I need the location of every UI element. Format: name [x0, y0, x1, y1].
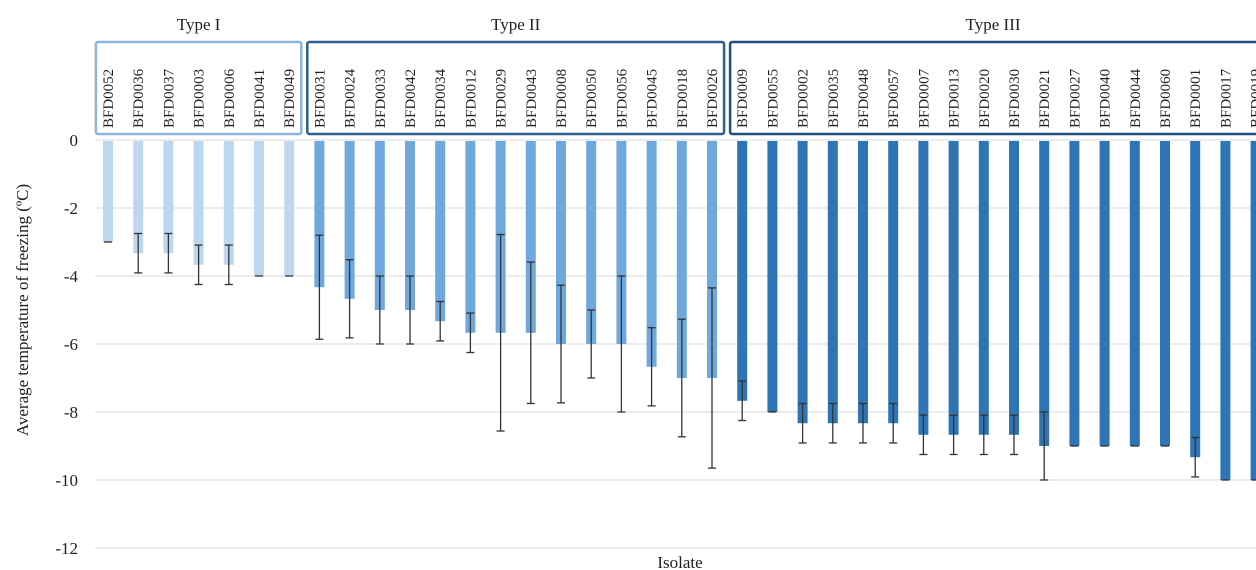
isolate-label: BFD0040	[1098, 69, 1114, 128]
isolate-label: BFD0055	[765, 69, 781, 128]
bar-bfd0007	[918, 141, 929, 435]
gridlines	[95, 139, 1256, 549]
error-bars	[104, 232, 1256, 481]
isolate-label: BFD0056	[614, 68, 630, 128]
bar-bfd0021	[1039, 141, 1050, 446]
bar-bfd0056	[616, 141, 627, 344]
isolate-label: BFD0009	[735, 69, 751, 128]
bar-bfd0048	[858, 141, 868, 424]
bar-bfd0052	[103, 141, 113, 242]
isolate-label: BFD0024	[343, 68, 359, 128]
bars	[103, 141, 1256, 480]
isolate-label: BFD0020	[977, 69, 993, 128]
bar-bfd0043	[525, 141, 536, 333]
isolate-label: BFD0060	[1158, 69, 1174, 128]
y-tick-label: -10	[55, 471, 78, 490]
isolate-label: BFD0057	[886, 68, 902, 128]
y-tick-label: -8	[64, 403, 78, 422]
bar-bfd0050	[586, 141, 597, 344]
bar-bfd0019	[1250, 141, 1256, 480]
isolate-label: BFD0033	[373, 69, 389, 128]
isolate-label: BFD0001	[1188, 69, 1204, 128]
bar-bfd0026	[707, 141, 717, 378]
bar-bfd0001	[1190, 141, 1201, 458]
bar-bfd0055	[767, 141, 778, 412]
y-axis-ticks: 0 -2 -4 -6 -8 -10 -12	[55, 131, 78, 558]
isolate-label: BFD0044	[1128, 68, 1144, 128]
bar-bfd0037	[163, 141, 174, 254]
y-axis-title: Average temperature of freezing (ºC)	[13, 184, 32, 436]
group-title: Type I	[177, 15, 221, 34]
isolate-label: BFD0042	[403, 69, 419, 128]
bar-bfd0044	[1129, 141, 1140, 446]
bar-bfd0031	[314, 141, 325, 288]
bar-bfd0060	[1160, 141, 1170, 446]
isolate-label: BFD0007	[916, 68, 932, 128]
isolate-label: BFD0019	[1249, 69, 1256, 128]
bar-bfd0006	[223, 141, 234, 265]
isolate-label: BFD0031	[312, 69, 328, 128]
isolate-label: BFD0041	[252, 69, 268, 128]
bar-bfd0035	[827, 141, 838, 424]
bar-bfd0057	[888, 141, 899, 424]
isolate-label: BFD0026	[705, 68, 721, 128]
y-tick-label: -4	[64, 267, 79, 286]
group-title: Type III	[966, 15, 1021, 34]
isolate-label: BFD0052	[101, 69, 117, 128]
bar-bfd0003	[193, 141, 204, 265]
isolate-label: BFD0043	[524, 69, 540, 128]
isolate-label: BFD0050	[584, 69, 600, 128]
bar-bfd0040	[1099, 141, 1110, 446]
x-axis-title: Isolate	[657, 553, 702, 570]
bar-bfd0012	[465, 141, 476, 333]
bar-bfd0008	[556, 141, 566, 344]
bar-bfd0036	[133, 141, 144, 254]
isolate-label: BFD0037	[161, 68, 177, 128]
bar-bfd0034	[435, 141, 446, 322]
isolate-label: BFD0018	[675, 69, 691, 128]
isolate-label: BFD0006	[222, 68, 238, 128]
isolate-label: BFD0049	[282, 69, 298, 128]
isolate-label: BFD0008	[554, 69, 570, 128]
y-tick-label: -2	[64, 199, 78, 218]
group-box	[306, 40, 726, 136]
bar-bfd0017	[1220, 141, 1231, 480]
isolate-label: BFD0021	[1037, 69, 1053, 128]
isolate-label: BFD0034	[433, 68, 449, 128]
bar-bfd0049	[284, 141, 295, 276]
isolate-label: BFD0012	[463, 69, 479, 128]
y-tick-label: 0	[70, 131, 79, 150]
group-box	[728, 40, 1256, 136]
bar-bfd0009	[737, 141, 748, 401]
isolate-label: BFD0045	[645, 69, 661, 128]
isolate-groups: BFD0052 BFD0036 BFD0037 BFD0003 BFD0006 BFD00…	[94, 15, 1256, 136]
bar-bfd0030	[1009, 141, 1019, 435]
bar-bfd0045	[646, 141, 657, 367]
isolate-label: BFD0036	[131, 68, 147, 128]
bar-bfd0042	[405, 141, 415, 310]
isolate-label: BFD0030	[1007, 69, 1023, 128]
isolate-label: BFD0013	[947, 69, 963, 128]
isolate-label: BFD0048	[856, 69, 872, 128]
y-tick-label: -6	[64, 335, 78, 354]
bar-bfd0033	[374, 141, 385, 310]
bar-bfd0018	[676, 141, 687, 378]
isolate-label: BFD0017	[1218, 68, 1234, 128]
isolate-label: BFD0029	[494, 69, 510, 128]
isolate-label: BFD0002	[796, 69, 812, 128]
group-title: Type II	[491, 15, 541, 34]
bar-bfd0041	[254, 141, 264, 276]
isolate-label: BFD0035	[826, 69, 842, 128]
isolate-label: BFD0003	[192, 69, 208, 128]
bar-bfd0024	[344, 141, 355, 299]
bar-bfd0027	[1069, 141, 1080, 446]
bar-bfd0013	[948, 141, 959, 435]
y-tick-label: -12	[55, 539, 78, 558]
group-box	[94, 40, 303, 136]
isolate-label: BFD0027	[1067, 68, 1083, 128]
bar-bfd0020	[978, 141, 989, 435]
bar-bfd0002	[797, 141, 808, 424]
